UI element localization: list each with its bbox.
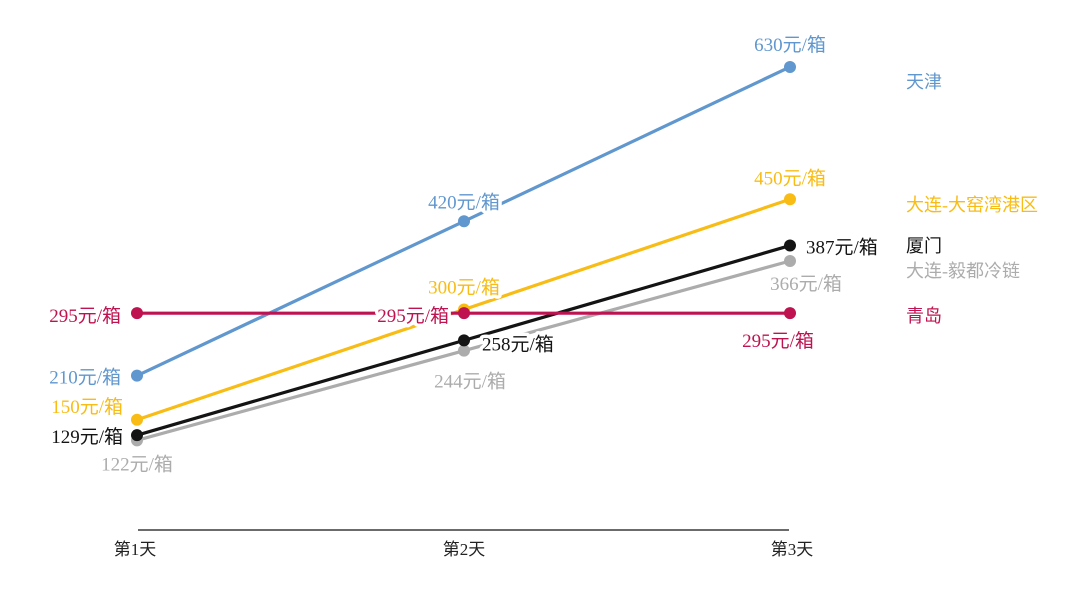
legend-label-2: 厦门 — [906, 236, 942, 256]
x-axis-label: 第1天 — [114, 540, 157, 559]
data-point-label-s4-d2: 295元/箱 — [742, 330, 814, 352]
data-point-label-s1-d0: 150元/箱 — [51, 396, 123, 418]
x-axis-label: 第3天 — [771, 540, 814, 559]
data-point-s1-d0 — [131, 413, 143, 426]
data-point-label-s2-d0: 129元/箱 — [51, 426, 123, 448]
data-point-s0-d2 — [784, 60, 796, 73]
data-point-label-s1-d1: 300元/箱 — [428, 277, 500, 299]
legend-label-3: 大连-毅都冷链 — [906, 261, 1020, 281]
data-point-label-s4-d1: 295元/箱 — [377, 305, 449, 327]
data-point-s3-d2 — [784, 254, 796, 267]
legend-label-0: 天津 — [906, 72, 942, 92]
legend-label-1: 大连-大窑湾港区 — [906, 195, 1038, 215]
data-point-s0-d1 — [458, 215, 470, 228]
data-point-label-s0-d2: 630元/箱 — [754, 34, 826, 56]
data-point-s4-d0 — [131, 307, 143, 320]
data-point-label-s2-d2: 387元/箱 — [806, 237, 878, 259]
data-point-label-s0-d1: 420元/箱 — [428, 191, 500, 213]
data-point-s2-d0 — [131, 429, 143, 442]
data-point-label-s3-d0: 122元/箱 — [101, 453, 173, 475]
legend-label-4: 青岛 — [906, 306, 942, 326]
data-point-label-s0-d0: 210元/箱 — [49, 367, 121, 389]
data-point-s2-d1 — [458, 334, 470, 347]
data-point-s4-d1 — [458, 307, 470, 320]
data-point-s3-d1 — [458, 344, 470, 357]
data-point-label-s3-d2: 366元/箱 — [770, 273, 842, 295]
data-point-s0-d0 — [131, 369, 143, 382]
x-axis-label: 第2天 — [443, 540, 486, 559]
data-point-s2-d2 — [784, 239, 796, 252]
data-point-label-s4-d0: 295元/箱 — [49, 305, 121, 327]
data-point-label-s3-d1: 244元/箱 — [434, 371, 506, 393]
data-point-label-s2-d1: 258元/箱 — [482, 333, 554, 355]
data-point-s1-d2 — [784, 193, 796, 206]
data-point-label-s1-d2: 450元/箱 — [754, 167, 826, 189]
data-point-s4-d2 — [784, 307, 796, 320]
